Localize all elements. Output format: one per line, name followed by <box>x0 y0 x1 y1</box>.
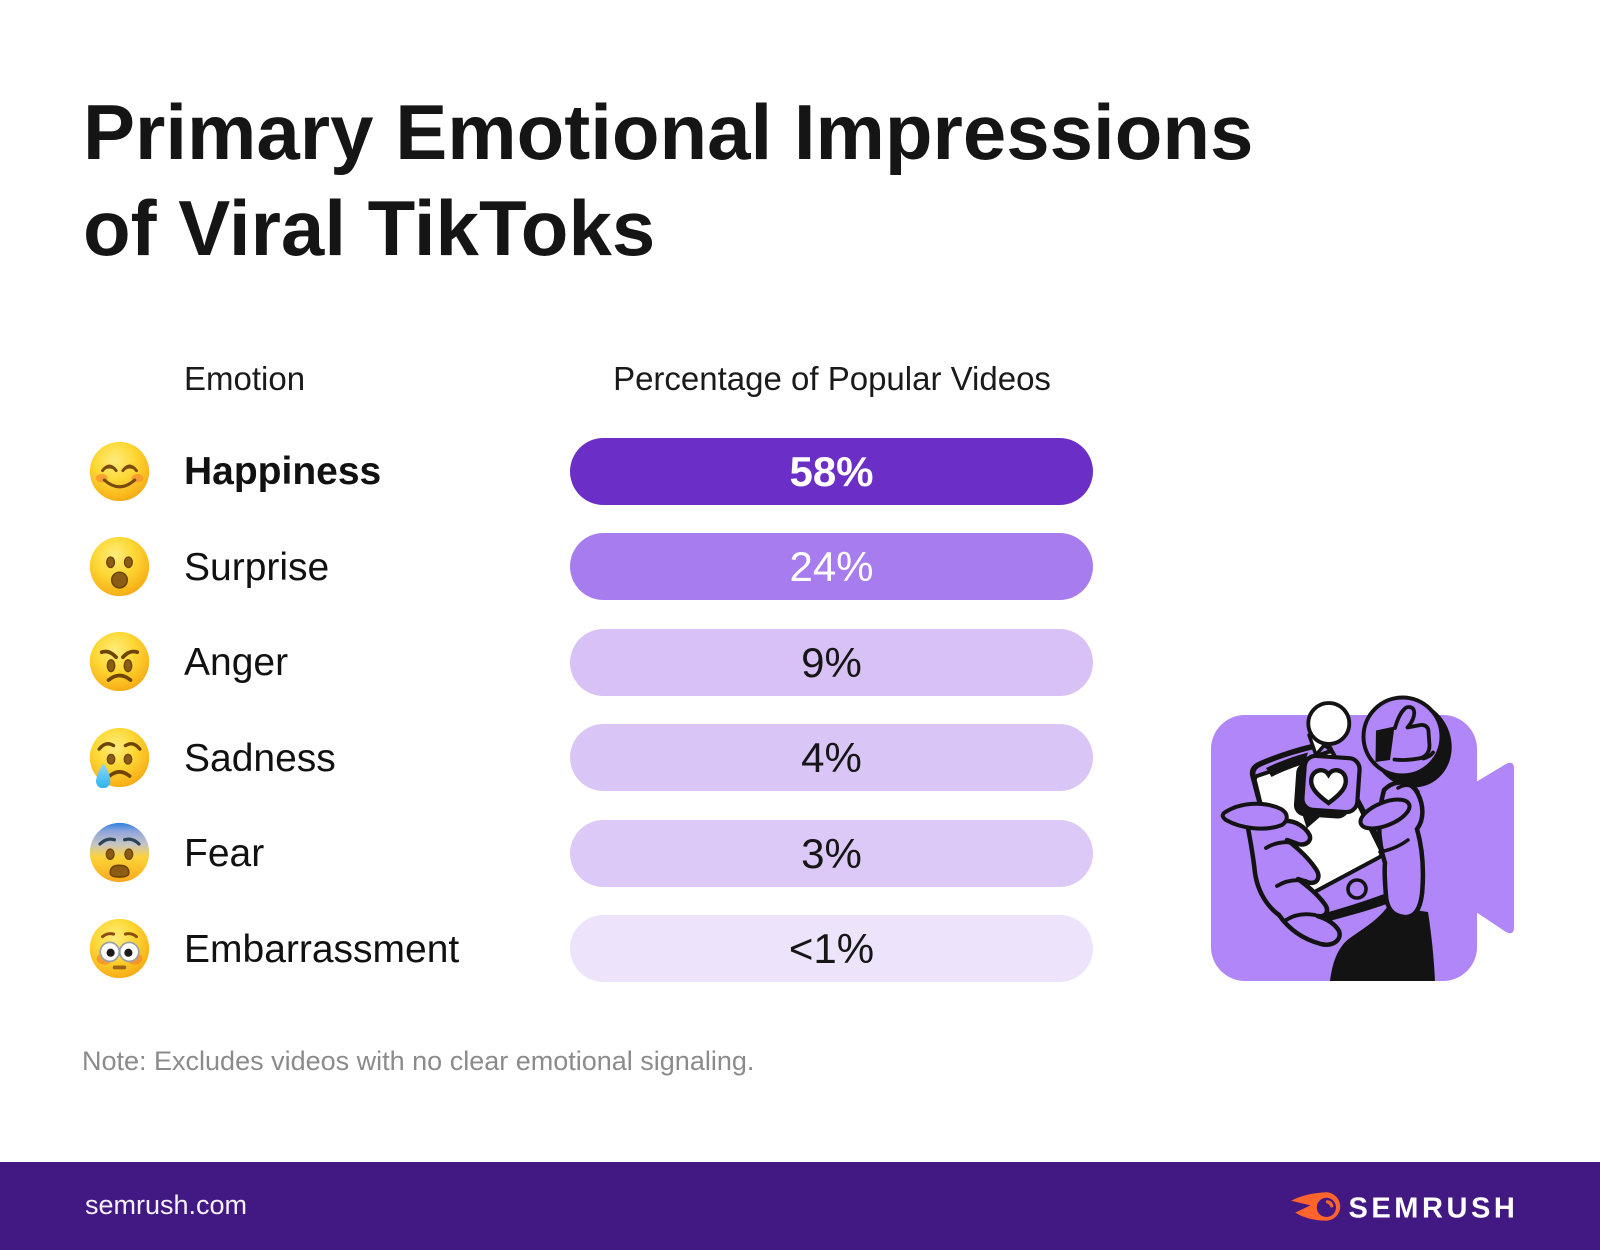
svg-text:SEMRUSH: SEMRUSH <box>1349 1193 1519 1222</box>
